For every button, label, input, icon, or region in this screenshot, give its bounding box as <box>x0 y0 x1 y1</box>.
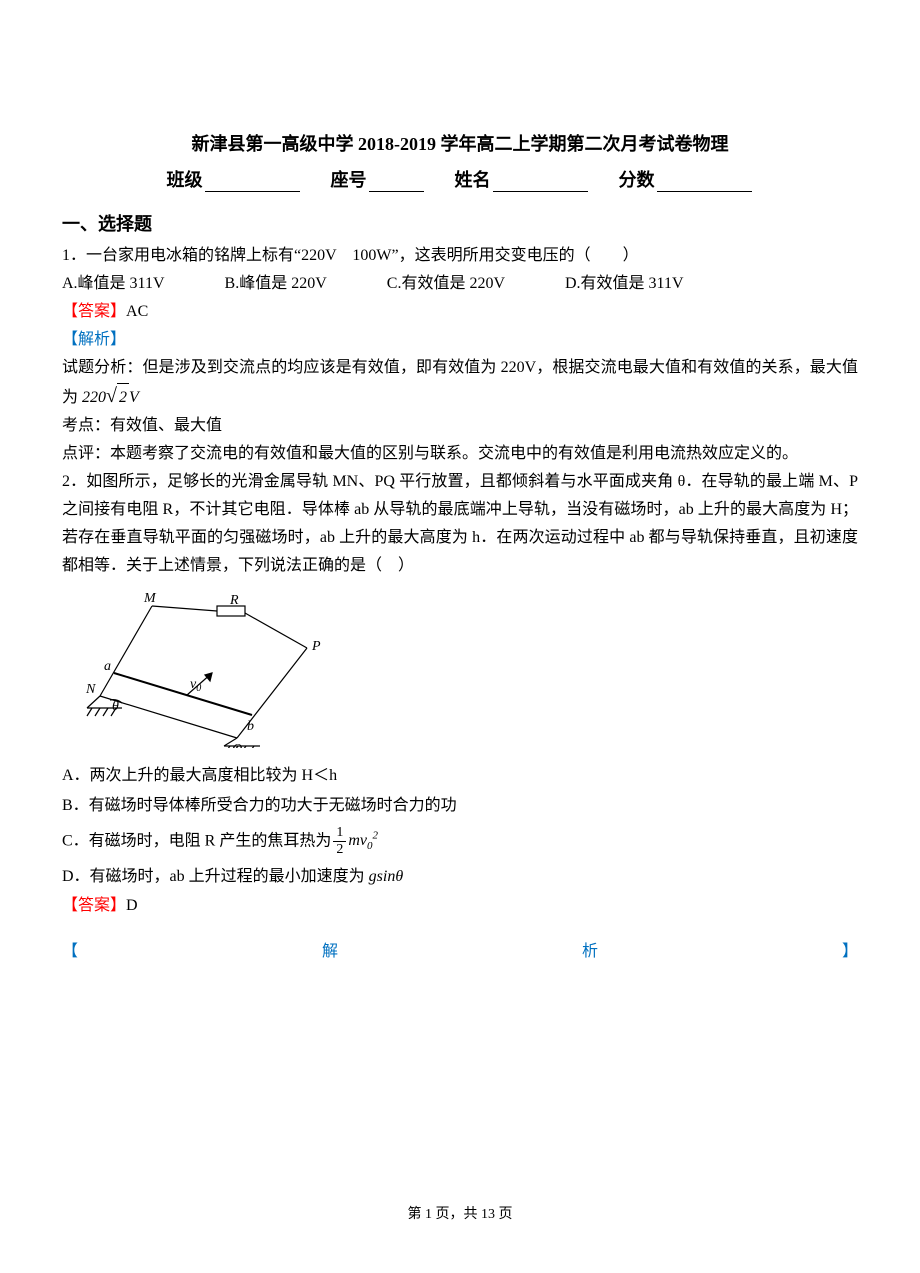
label-b: b <box>247 719 254 734</box>
q1-stem: 1．一台家用电冰箱的铭牌上标有“220V 100W”，这表明所用交变电压的（ ） <box>62 242 858 270</box>
q1-options: A.峰值是 311V B.峰值是 220V C.有效值是 220V D.有效值是… <box>62 270 858 298</box>
sqrt-inner: 2 <box>117 383 129 412</box>
spread-bracket-left: 【 <box>62 938 78 966</box>
analysis-label: 【解析】 <box>62 331 126 348</box>
label-m: M <box>143 591 157 606</box>
class-label: 班级 <box>167 170 203 190</box>
spread-char-2: 析 <box>582 938 598 966</box>
q2-opt-b: B．有磁场时导体棒所受合力的功大于无磁场时合力的功 <box>62 791 858 821</box>
q2-stem: 2．如图所示，足够长的光滑金属导轨 MN、PQ 平行放置，且都倾斜着与水平面成夹… <box>62 468 858 580</box>
footer-mid: 页，共 <box>432 1207 481 1222</box>
mv-formula: mv02 <box>348 832 378 849</box>
q2-analysis-spread: 【 解 析 】 <box>62 938 858 966</box>
fraction-half: 12 <box>333 825 346 858</box>
name-label: 姓名 <box>455 170 491 190</box>
name-blank <box>493 191 588 192</box>
q1-opt-c: C.有效值是 220V <box>387 270 505 298</box>
page-footer: 第 1 页，共 13 页 <box>0 1203 920 1223</box>
label-q: Q <box>232 742 242 748</box>
answer-label-2: 【答案】 <box>62 897 126 914</box>
sup-2: 2 <box>373 830 379 842</box>
seat-blank <box>369 191 424 192</box>
spread-char-1: 解 <box>322 938 338 966</box>
q1-answer-value: AC <box>126 303 148 320</box>
q1-analysis-text-a: 试题分析：但是涉及到交流点的均应该是有效值，即有效值为 220V，根据交流电最大… <box>62 359 858 406</box>
seat-label: 座号 <box>331 170 367 190</box>
sqrt-expression: √2 <box>106 382 129 412</box>
label-n: N <box>85 682 96 697</box>
frac-num: 1 <box>333 825 346 842</box>
label-p: P <box>311 639 321 654</box>
q1-opt-b: B.峰值是 220V <box>225 270 327 298</box>
label-a: a <box>104 659 111 674</box>
student-info-line: 班级 座号 姓名 分数 <box>62 166 858 192</box>
q1-analysis-p1: 试题分析：但是涉及到交流点的均应该是有效值，即有效值为 220V，根据交流电最大… <box>62 354 858 412</box>
q2-answer-value: D <box>126 897 138 914</box>
q2-opt-c: C．有磁场时，电阻 R 产生的焦耳热为12mv02 <box>62 821 858 862</box>
q1-answer-line: 【答案】AC <box>62 298 858 326</box>
label-v0: v0 <box>190 677 201 694</box>
footer-page: 1 <box>425 1207 432 1222</box>
q1-analysis-p3: 点评：本题考察了交流电的有效值和最大值的区别与联系。交流电中的有效值是利用电流热… <box>62 440 858 468</box>
score-label: 分数 <box>619 170 655 190</box>
formula-220: 220 <box>82 389 106 406</box>
footer-suffix: 页 <box>495 1207 513 1222</box>
frac-den: 2 <box>333 842 346 858</box>
q2-opt-c-prefix: C．有磁场时，电阻 R 产生的焦耳热为 <box>62 832 331 849</box>
q2-answer-line: 【答案】D <box>62 892 858 920</box>
q1-opt-a: A.峰值是 311V <box>62 270 165 298</box>
q2-opt-d-prefix: D．有磁场时，ab 上升过程的最小加速度为 <box>62 868 369 885</box>
footer-total: 13 <box>481 1207 495 1222</box>
exam-title: 新津县第一高级中学 2018-2019 学年高二上学期第二次月考试卷物理 <box>62 130 858 156</box>
q1-analysis-label: 【解析】 <box>62 326 858 354</box>
q1-opt-d: D.有效值是 311V <box>565 270 684 298</box>
formula-unit-v: V <box>129 389 139 406</box>
answer-label: 【答案】 <box>62 303 126 320</box>
section-heading: 一、选择题 <box>62 210 858 236</box>
score-blank <box>657 191 752 192</box>
q1-analysis-p2: 考点：有效值、最大值 <box>62 412 858 440</box>
circuit-diagram-svg: M R P N Q a b v0 θ <box>82 588 327 748</box>
sub-0: 0 <box>367 841 373 853</box>
q2-opt-d: D．有磁场时，ab 上升过程的最小加速度为 gsinθ <box>62 862 858 892</box>
label-r: R <box>229 593 239 608</box>
gsin-theta: gsinθ <box>369 868 404 885</box>
spread-bracket-right: 】 <box>842 938 858 966</box>
footer-prefix: 第 <box>408 1207 426 1222</box>
class-blank <box>205 191 300 192</box>
q2-diagram: M R P N Q a b v0 θ <box>82 588 858 753</box>
q2-opt-a: A．两次上升的最大高度相比较为 H＜h <box>62 761 858 791</box>
label-theta: θ <box>112 699 119 714</box>
